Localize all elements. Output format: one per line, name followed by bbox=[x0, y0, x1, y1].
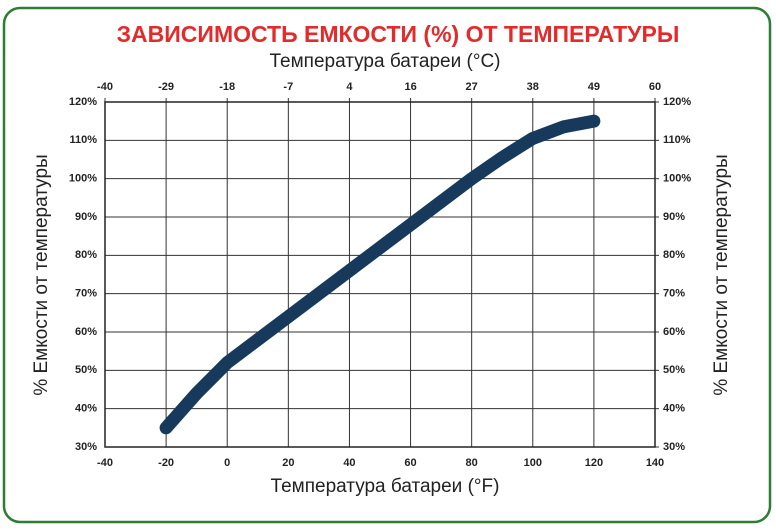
x2-tick-label: 4 bbox=[346, 81, 353, 93]
y-tick-label: 50% bbox=[75, 364, 97, 376]
x-tick-label: 20 bbox=[282, 457, 294, 469]
y2-tick-label: 50% bbox=[663, 364, 685, 376]
y2-tick-label: 60% bbox=[663, 326, 685, 338]
x-tick-label: 140 bbox=[646, 457, 664, 469]
x2-tick-label: 49 bbox=[588, 81, 600, 93]
y2-axis-title: % Емкости от температуры bbox=[711, 154, 732, 395]
y-tick-label: 40% bbox=[75, 403, 97, 415]
y-tick-label: 30% bbox=[75, 441, 97, 453]
x-tick-label: 100 bbox=[524, 457, 542, 469]
y-tick-label: 120% bbox=[69, 96, 97, 108]
x-tick-label: -40 bbox=[97, 457, 113, 469]
y2-tick-label: 110% bbox=[663, 134, 691, 146]
y2-tick-label: 120% bbox=[663, 96, 691, 108]
x-tick-label: 40 bbox=[343, 457, 355, 469]
y-tick-label: 110% bbox=[69, 134, 97, 146]
x2-tick-label: -40 bbox=[97, 81, 113, 93]
y2-tick-label: 30% bbox=[663, 441, 685, 453]
y-tick-label: 90% bbox=[75, 211, 97, 223]
x-tick-label: 80 bbox=[466, 457, 478, 469]
x2-tick-label: 16 bbox=[404, 81, 416, 93]
y-tick-label: 100% bbox=[69, 173, 97, 185]
x2-axis-title: Температура батареи (°C) bbox=[269, 51, 500, 72]
y2-tick-label: 70% bbox=[663, 288, 685, 300]
x2-tick-label: 27 bbox=[466, 81, 478, 93]
x2-tick-label: 60 bbox=[649, 81, 661, 93]
y-axis-title: % Емкости от температуры bbox=[31, 154, 52, 395]
y-tick-label: 70% bbox=[75, 288, 97, 300]
y2-tick-label: 100% bbox=[663, 173, 691, 185]
x2-tick-label: -29 bbox=[158, 81, 174, 93]
x-tick-label: 60 bbox=[404, 457, 416, 469]
x-tick-label: -20 bbox=[158, 457, 174, 469]
x-axis-title: Температура батареи (°F) bbox=[271, 476, 500, 497]
y-tick-label: 60% bbox=[75, 326, 97, 338]
x-tick-label: 0 bbox=[224, 457, 230, 469]
x-tick-label: 120 bbox=[585, 457, 603, 469]
y2-tick-label: 90% bbox=[663, 211, 685, 223]
y2-tick-label: 40% bbox=[663, 403, 685, 415]
chart-title: ЗАВИСИМОСТЬ ЕМКОСТИ (%) ОТ ТЕМПЕРАТУРЫ bbox=[117, 21, 680, 47]
data-line bbox=[159, 114, 601, 435]
x2-tick-label: -18 bbox=[219, 81, 235, 93]
x2-tick-label: -7 bbox=[283, 81, 293, 93]
y-tick-label: 80% bbox=[75, 249, 97, 261]
x2-tick-label: 38 bbox=[527, 81, 539, 93]
plot-border bbox=[104, 101, 656, 448]
y2-tick-label: 80% bbox=[663, 249, 685, 261]
